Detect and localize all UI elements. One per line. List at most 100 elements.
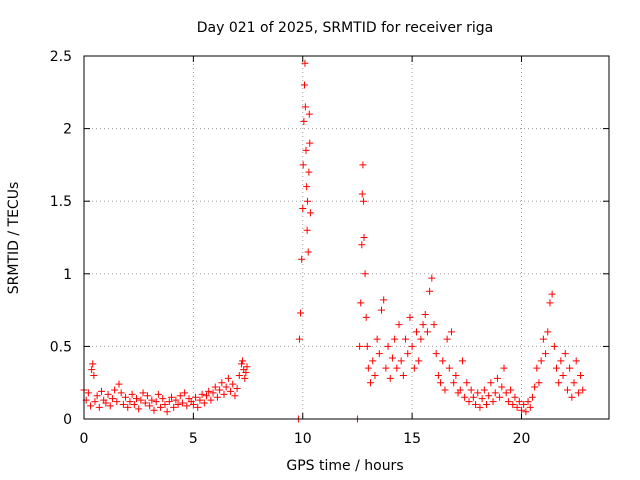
data-point bbox=[550, 342, 558, 350]
data-point bbox=[437, 379, 445, 387]
data-point bbox=[113, 398, 121, 406]
data-point bbox=[393, 364, 401, 372]
data-point bbox=[467, 386, 475, 394]
data-point bbox=[218, 379, 226, 387]
data-point bbox=[439, 357, 447, 365]
data-point bbox=[203, 392, 210, 400]
data-point bbox=[531, 383, 539, 391]
data-point bbox=[579, 386, 587, 394]
data-point bbox=[487, 379, 495, 387]
data-point bbox=[301, 81, 308, 89]
data-point bbox=[87, 402, 95, 410]
data-point bbox=[143, 392, 151, 400]
data-point bbox=[98, 387, 105, 395]
data-point bbox=[91, 398, 99, 406]
data-point bbox=[224, 374, 232, 382]
data-point bbox=[198, 390, 206, 398]
data-point bbox=[485, 392, 493, 400]
data-point bbox=[491, 389, 499, 397]
data-point bbox=[194, 403, 202, 411]
data-point bbox=[146, 402, 154, 410]
data-point bbox=[513, 403, 521, 411]
data-point bbox=[231, 392, 239, 400]
data-point bbox=[170, 403, 178, 411]
data-point bbox=[461, 393, 469, 401]
data-point bbox=[154, 390, 162, 398]
data-point bbox=[463, 379, 471, 387]
data-point bbox=[122, 393, 130, 401]
data-point bbox=[511, 393, 519, 401]
data-point bbox=[243, 363, 251, 371]
data-point bbox=[172, 396, 180, 404]
data-point bbox=[104, 390, 112, 398]
data-point bbox=[297, 309, 305, 317]
data-point bbox=[542, 350, 550, 358]
data-point bbox=[395, 321, 403, 329]
data-point bbox=[384, 342, 392, 350]
data-point bbox=[450, 379, 458, 387]
data-point bbox=[301, 59, 309, 67]
tick-labels: 0 0.5 1 1.5 2 2.5 0 5 10 15 20 bbox=[50, 49, 531, 447]
data-point bbox=[360, 197, 368, 205]
data-point bbox=[95, 403, 103, 411]
data-point bbox=[474, 389, 482, 397]
data-point bbox=[298, 255, 306, 263]
data-point bbox=[515, 398, 523, 406]
data-point bbox=[378, 306, 385, 314]
data-point bbox=[472, 400, 480, 408]
plot-frame bbox=[83, 55, 610, 420]
data-point bbox=[563, 386, 571, 394]
data-point bbox=[222, 383, 230, 391]
data-point bbox=[553, 364, 560, 372]
data-point bbox=[520, 400, 528, 408]
data-point bbox=[161, 400, 169, 408]
data-point bbox=[126, 398, 134, 406]
data-point bbox=[402, 335, 410, 343]
data-point bbox=[300, 117, 308, 125]
data-point bbox=[305, 168, 313, 176]
data-point bbox=[518, 406, 525, 414]
data-point bbox=[386, 374, 394, 382]
data-point bbox=[213, 393, 221, 401]
data-point bbox=[367, 379, 375, 387]
data-point bbox=[168, 393, 175, 401]
data-point bbox=[301, 103, 309, 111]
data-point bbox=[305, 110, 313, 118]
data-point bbox=[432, 350, 440, 358]
data-point bbox=[570, 379, 578, 387]
x-axis-label: GPS time / hours bbox=[286, 458, 403, 474]
grid-lines bbox=[84, 56, 609, 419]
data-point bbox=[362, 313, 370, 321]
data-point bbox=[408, 342, 416, 350]
data-point bbox=[302, 146, 310, 154]
data-point bbox=[522, 408, 530, 416]
data-point bbox=[391, 335, 399, 343]
data-point bbox=[426, 287, 434, 295]
data-point bbox=[524, 398, 532, 406]
data-point bbox=[419, 321, 427, 329]
data-point bbox=[242, 369, 250, 377]
data-point bbox=[304, 248, 312, 256]
data-point bbox=[148, 396, 156, 404]
data-point bbox=[502, 389, 510, 397]
data-point bbox=[371, 371, 379, 379]
data-point bbox=[574, 389, 582, 397]
data-point bbox=[181, 389, 189, 397]
data-point bbox=[358, 241, 366, 249]
data-point bbox=[572, 357, 580, 365]
data-point bbox=[235, 371, 243, 379]
chart-title: Day 021 of 2025, SRMTID for receiver rig… bbox=[197, 20, 494, 36]
data-point bbox=[102, 399, 110, 407]
y-tick-label: 0.5 bbox=[50, 339, 72, 355]
data-point bbox=[452, 371, 460, 379]
data-point bbox=[84, 389, 92, 397]
data-point bbox=[413, 328, 420, 336]
data-point bbox=[306, 209, 314, 217]
data-point bbox=[500, 364, 508, 372]
data-point bbox=[483, 400, 490, 408]
data-point bbox=[88, 366, 96, 374]
data-point bbox=[128, 390, 136, 398]
data-point bbox=[417, 335, 425, 343]
data-point bbox=[303, 226, 311, 234]
